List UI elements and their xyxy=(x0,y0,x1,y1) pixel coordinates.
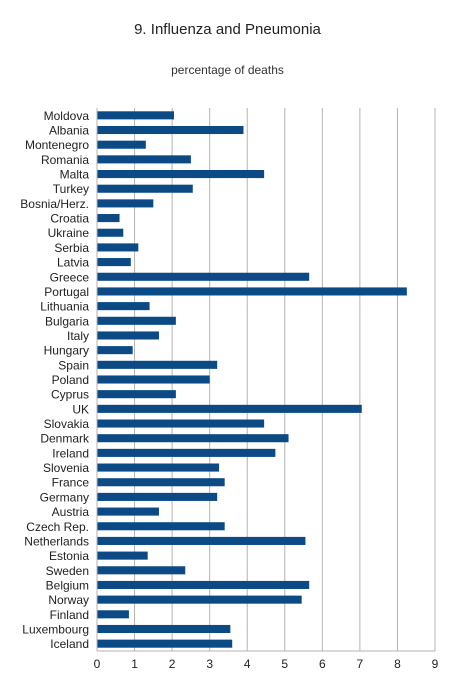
y-tick-label: Latvia xyxy=(57,256,89,270)
y-tick-label: Slovakia xyxy=(44,417,90,431)
gridlines xyxy=(134,108,436,651)
y-tick-label: Netherlands xyxy=(24,534,89,548)
x-tick-label: 6 xyxy=(319,657,326,671)
bar xyxy=(97,331,159,340)
bar xyxy=(97,346,133,355)
bar xyxy=(97,375,210,384)
bar xyxy=(97,199,154,208)
bar xyxy=(97,272,310,281)
bar xyxy=(97,610,129,619)
axes xyxy=(96,108,435,652)
y-tick-label: Luxembourg xyxy=(22,622,89,636)
bar xyxy=(97,170,265,179)
y-tick-label: Austria xyxy=(52,505,90,519)
x-tick-label: 8 xyxy=(394,657,401,671)
bar xyxy=(97,595,302,604)
bar xyxy=(97,536,306,545)
x-tick-label: 3 xyxy=(206,657,213,671)
bar xyxy=(97,316,176,325)
y-tick-label: Iceland xyxy=(50,637,89,651)
y-tick-label: Czech Rep. xyxy=(26,520,89,534)
bar xyxy=(97,419,265,428)
bar xyxy=(97,155,191,164)
chart-title: 9. Influenza and Pneumonia xyxy=(134,21,321,38)
bar xyxy=(97,360,218,369)
y-tick-label: Hungary xyxy=(44,344,89,358)
y-axis-labels: MoldovaAlbaniaMontenegroRomaniaMaltaTurk… xyxy=(20,109,90,651)
bar xyxy=(97,214,120,223)
bar xyxy=(97,507,159,516)
bar xyxy=(97,390,176,399)
bar xyxy=(97,111,174,120)
bar xyxy=(97,140,146,149)
bar xyxy=(97,492,218,501)
y-tick-label: Sweden xyxy=(46,564,89,578)
y-tick-label: Malta xyxy=(60,168,90,182)
bar xyxy=(97,184,193,193)
bar xyxy=(97,434,289,443)
bar xyxy=(97,287,407,296)
bar xyxy=(97,463,220,472)
x-axis-labels: 0 1 2 3 4 5 6 7 8 9 xyxy=(94,657,439,671)
x-tick-label: 9 xyxy=(432,657,439,671)
x-tick-label: 7 xyxy=(357,657,364,671)
y-tick-label: Poland xyxy=(52,373,89,387)
y-tick-label: Lithuania xyxy=(40,300,89,314)
y-tick-label: Ukraine xyxy=(48,226,90,240)
chart-subtitle: percentage of deaths xyxy=(171,63,284,77)
bar xyxy=(97,448,276,457)
y-tick-label: Bosnia/Herz. xyxy=(20,197,89,211)
bar xyxy=(97,639,233,648)
y-tick-label: Greece xyxy=(50,270,90,284)
y-tick-label: Romania xyxy=(41,153,89,167)
y-tick-label: Croatia xyxy=(50,212,89,226)
y-tick-label: Slovenia xyxy=(43,461,89,475)
x-tick-label: 5 xyxy=(281,657,288,671)
y-tick-label: Serbia xyxy=(54,241,89,255)
y-tick-label: Belgium xyxy=(46,578,89,592)
bar xyxy=(97,624,231,634)
y-tick-label: Turkey xyxy=(53,182,89,196)
y-tick-label: Norway xyxy=(48,593,89,607)
bar xyxy=(97,580,310,589)
y-tick-label: Moldova xyxy=(44,109,90,123)
x-tick-label: 0 xyxy=(94,657,101,671)
bar xyxy=(97,522,225,531)
y-tick-label: France xyxy=(52,476,90,490)
bar xyxy=(97,302,150,311)
y-tick-label: Portugal xyxy=(44,285,89,299)
y-tick-label: Bulgaria xyxy=(45,314,89,328)
bar xyxy=(97,566,186,575)
y-tick-label: Albania xyxy=(49,124,89,138)
bar xyxy=(97,258,131,267)
bar xyxy=(97,478,225,487)
x-tick-label: 1 xyxy=(131,657,138,671)
y-tick-label: Montenegro xyxy=(25,138,89,152)
bar xyxy=(97,551,148,560)
y-tick-label: Finland xyxy=(50,608,89,622)
bar xyxy=(97,404,362,413)
bar xyxy=(97,125,244,135)
y-tick-label: Italy xyxy=(67,329,89,343)
y-tick-label: Estonia xyxy=(49,549,89,563)
y-tick-label: Cyprus xyxy=(51,388,89,402)
y-tick-label: Ireland xyxy=(52,446,89,460)
bars xyxy=(97,111,407,648)
y-tick-label: Denmark xyxy=(40,432,90,446)
y-tick-label: UK xyxy=(72,402,89,416)
x-tick-label: 4 xyxy=(244,657,251,671)
y-tick-label: Spain xyxy=(58,358,89,372)
bar xyxy=(97,243,139,252)
bar xyxy=(97,228,124,237)
x-tick-label: 2 xyxy=(169,657,176,671)
y-tick-label: Germany xyxy=(40,490,89,504)
